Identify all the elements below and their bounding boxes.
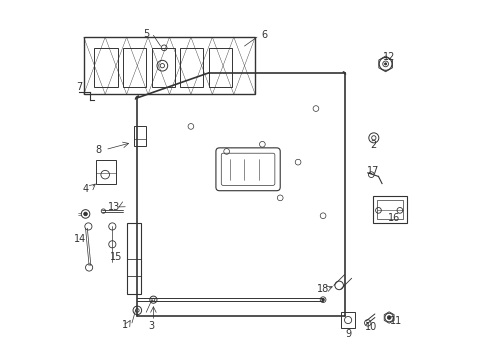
Text: 4: 4 [82,184,88,194]
Circle shape [321,298,324,301]
Bar [126,223,141,294]
Text: 12: 12 [382,52,395,62]
Bar [372,196,406,223]
Circle shape [386,316,390,319]
Text: 3: 3 [148,321,154,332]
Bar [208,48,231,87]
Bar [94,48,118,87]
Circle shape [83,212,87,216]
Bar [340,312,354,328]
Text: 11: 11 [389,316,402,326]
Text: 5: 5 [143,28,149,39]
Bar [123,48,146,87]
Text: 16: 16 [387,212,400,222]
Text: 10: 10 [365,322,377,332]
Bar [180,48,203,87]
Text: 15: 15 [109,252,122,262]
Text: 8: 8 [95,145,101,155]
Text: 6: 6 [261,30,266,40]
Text: 17: 17 [366,166,379,176]
Bar [376,200,403,219]
Bar [134,126,146,146]
Text: 13: 13 [108,202,120,212]
Text: 7: 7 [76,82,82,92]
Circle shape [384,63,386,65]
Bar [96,160,116,184]
Text: 9: 9 [345,329,350,339]
Text: 18: 18 [316,284,328,294]
Text: 14: 14 [74,234,86,244]
Text: 1: 1 [122,320,128,330]
Text: 2: 2 [370,140,376,150]
Bar [83,37,255,94]
Bar [151,48,175,87]
